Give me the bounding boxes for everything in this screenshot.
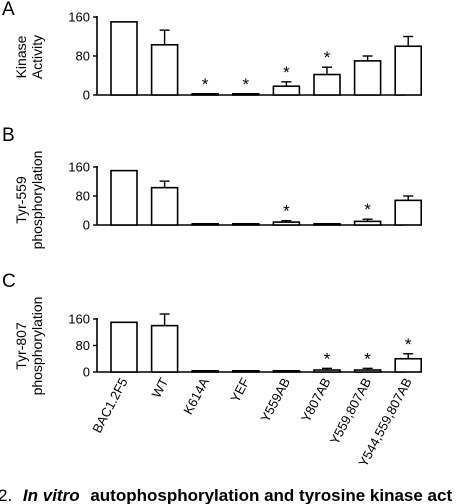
bar — [191, 223, 219, 226]
significance-marker: * — [242, 75, 249, 94]
y-tick-label: 0 — [83, 365, 90, 380]
y-axis-label-line: phosphorylation — [29, 151, 45, 250]
panel-letter: B — [2, 125, 15, 146]
category-label: BAC1.2F5 — [89, 375, 130, 435]
y-tick-label: 0 — [83, 218, 90, 233]
bar — [272, 369, 301, 373]
significance-marker: * — [364, 349, 371, 368]
panel-a: A KinaseActivity 0 80 160 * * * * — [2, 0, 423, 103]
y-axis-label-line: phosphorylation — [29, 297, 45, 396]
significance-marker: * — [283, 202, 290, 221]
category-label: Y559AB — [257, 375, 293, 424]
bar — [313, 369, 341, 373]
y-axis-label-line: Tyr-807 — [13, 322, 29, 370]
significance-marker: * — [405, 335, 412, 354]
significance-marker: * — [324, 349, 331, 368]
bar — [150, 324, 179, 373]
panel-letter: C — [2, 271, 16, 292]
bar — [313, 73, 341, 96]
caption-bold: autophosphorylation and tyrosine kinase … — [90, 486, 452, 504]
y-axis-label: Tyr-807phosphorylation — [13, 297, 45, 396]
y-tick-label: 160 — [68, 10, 90, 25]
y-axis-label-line: Activity — [29, 35, 45, 79]
bar — [394, 199, 423, 226]
bar — [191, 369, 219, 373]
bar — [150, 186, 179, 226]
y-tick-label: 80 — [76, 189, 90, 204]
category-label: Y807AB — [298, 375, 334, 424]
significance-marker: * — [202, 75, 209, 94]
y-axis-label: KinaseActivity — [13, 35, 45, 79]
bar — [394, 357, 423, 373]
caption-italic: In vitro — [23, 486, 80, 504]
bar — [110, 169, 138, 226]
category-label: WT — [149, 375, 172, 400]
y-tick-label: 160 — [68, 160, 90, 175]
bar — [232, 369, 260, 373]
bar — [272, 85, 301, 96]
y-tick-label: 0 — [83, 88, 90, 103]
significance-marker: * — [364, 200, 371, 219]
bar — [353, 369, 382, 373]
bar — [353, 60, 382, 96]
bar — [191, 93, 219, 96]
bar — [110, 21, 138, 96]
bar — [394, 45, 423, 96]
bar — [272, 221, 301, 226]
caption-fig-num: 2. — [0, 486, 12, 504]
y-axis-label-line: Tyr-559 — [13, 176, 29, 224]
bar — [150, 43, 179, 96]
y-tick-label: 80 — [76, 338, 90, 353]
panel-c: C Tyr-807phosphorylation 0 80 160 * * * BAC1.2F5… — [2, 271, 423, 469]
figure-caption: 2. In vitro autophosphorylation and tyro… — [0, 486, 452, 504]
y-axis-label-line: Kinase — [13, 35, 29, 78]
bar — [232, 223, 260, 226]
y-tick-label: 160 — [68, 312, 90, 327]
category-label: K614A — [180, 375, 212, 417]
significance-marker: * — [283, 63, 290, 82]
bar — [353, 220, 382, 226]
bar — [232, 93, 260, 96]
bar — [110, 321, 138, 373]
category-label: Y559,807AB — [327, 375, 375, 447]
significance-marker: * — [324, 48, 331, 67]
category-label: YEF — [227, 375, 252, 404]
y-tick-label: 80 — [76, 49, 90, 64]
bar — [313, 223, 341, 226]
y-axis-label: Tyr-559phosphorylation — [13, 151, 45, 250]
panel-b: B Tyr-559phosphorylation 0 80 160 * * — [2, 125, 423, 250]
panel-letter: A — [2, 0, 15, 20]
